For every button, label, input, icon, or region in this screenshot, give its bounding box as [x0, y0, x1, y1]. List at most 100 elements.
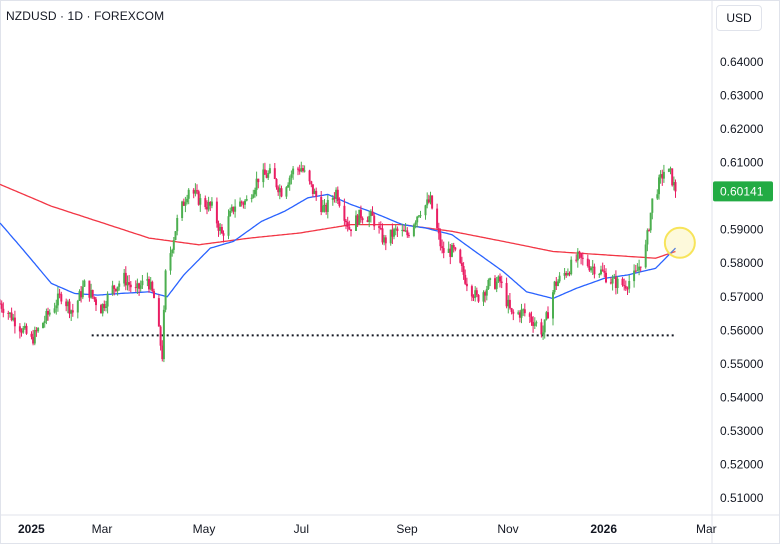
candle-body — [667, 168, 670, 172]
candle-body — [45, 311, 48, 321]
candle-body — [396, 228, 399, 231]
candle-body — [543, 319, 546, 333]
candle-body — [553, 281, 556, 293]
candle-body — [113, 285, 116, 289]
candle-body — [148, 279, 150, 290]
candle-body — [403, 229, 405, 232]
candle-body — [661, 174, 664, 179]
y-tick-label: 0.62000 — [720, 122, 764, 136]
candle-body — [35, 330, 38, 332]
candle-body — [361, 218, 364, 221]
candle-body — [656, 194, 659, 199]
candle-body — [671, 168, 674, 186]
candle-body — [164, 270, 167, 310]
candle-body — [88, 280, 91, 298]
candle-body — [389, 229, 392, 244]
candle-body — [215, 201, 218, 224]
candle-body — [25, 325, 28, 334]
candle-body — [426, 199, 429, 206]
candle-body — [53, 308, 56, 313]
candle-body — [436, 208, 439, 229]
candle-body — [414, 222, 417, 225]
candle-body — [151, 281, 154, 291]
symbol-title[interactable]: NZDUSD · 1D · FOREXCOM — [6, 9, 165, 23]
candle-body — [47, 311, 49, 315]
candle-body — [449, 248, 452, 257]
candle-body — [273, 168, 276, 179]
candle-body — [566, 273, 569, 276]
candle-body — [547, 312, 549, 319]
y-tick-label: 0.52000 — [720, 458, 764, 472]
candle-body — [22, 328, 25, 333]
candle-body — [300, 168, 303, 172]
candle-body — [78, 291, 81, 301]
candle-body — [123, 272, 126, 284]
candle-body — [37, 328, 40, 332]
candle-body — [523, 309, 526, 314]
candle-body — [161, 345, 164, 360]
candle-body — [674, 182, 677, 192]
candle-body — [250, 197, 253, 199]
candle-body — [495, 281, 498, 289]
candle-body — [429, 195, 432, 203]
candle-body — [171, 249, 174, 254]
candle-body — [141, 280, 144, 286]
candle-body — [244, 200, 246, 205]
candle-body — [497, 276, 500, 282]
candle-body — [639, 266, 642, 268]
candle-body — [350, 229, 352, 231]
candle-body — [439, 233, 442, 247]
candle-body — [460, 262, 463, 266]
candle-body — [505, 283, 508, 307]
currency-button[interactable]: USD — [716, 5, 762, 31]
candle-body — [634, 270, 637, 272]
candle-body — [475, 290, 478, 295]
candle-body — [20, 331, 23, 333]
candle-body — [628, 281, 631, 289]
candle-body — [373, 215, 376, 227]
candle-body — [552, 292, 554, 319]
candle-body — [263, 169, 266, 175]
candle-body — [391, 229, 394, 237]
candle-body — [383, 237, 386, 243]
candle-body — [288, 177, 291, 185]
candle-body — [232, 206, 235, 212]
candle-body — [540, 322, 543, 335]
candle-body — [287, 184, 290, 188]
candle-body — [0, 303, 3, 309]
candle-body — [76, 300, 79, 313]
candle-body — [192, 189, 195, 194]
candle-body — [609, 282, 612, 284]
candle-body — [252, 194, 255, 198]
candle-body — [624, 286, 627, 289]
candle-body — [482, 292, 485, 302]
candle-body — [184, 202, 187, 206]
candle-body — [182, 201, 185, 206]
candle-body — [419, 215, 422, 217]
candle-body — [93, 296, 96, 300]
candle-body — [533, 323, 536, 326]
candle-body — [576, 251, 579, 261]
candle-body — [489, 278, 492, 280]
candle-body — [91, 290, 94, 297]
candle-body — [333, 198, 336, 199]
candle-body — [265, 174, 268, 178]
candle-body — [517, 312, 520, 314]
candle-body — [199, 198, 202, 205]
candle-body — [586, 258, 589, 266]
candle-body — [522, 309, 525, 311]
candle-body — [8, 312, 11, 314]
candle-body — [535, 322, 538, 324]
candle-body — [65, 301, 68, 307]
candle-body — [487, 280, 490, 289]
candle-body — [662, 171, 665, 179]
candle-body — [95, 299, 97, 306]
candle-body — [464, 274, 467, 284]
x-tick-label: 2026 — [590, 522, 617, 536]
candle-body — [138, 283, 141, 289]
candle-body — [194, 190, 197, 194]
highlight-circle — [663, 226, 696, 259]
candle-body — [149, 281, 152, 290]
